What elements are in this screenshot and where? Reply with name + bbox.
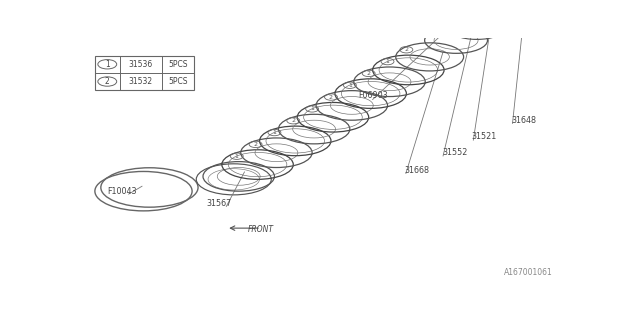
Text: 5PCS: 5PCS xyxy=(168,60,188,69)
Text: 1: 1 xyxy=(273,130,276,135)
Text: 5PCS: 5PCS xyxy=(168,77,188,86)
Bar xyxy=(95,56,194,90)
Text: 1: 1 xyxy=(235,154,239,159)
Text: F10043: F10043 xyxy=(108,187,137,196)
Text: 31567: 31567 xyxy=(207,199,232,208)
Text: 2: 2 xyxy=(105,77,109,86)
Text: 1: 1 xyxy=(348,83,352,88)
Text: 2: 2 xyxy=(253,142,257,147)
Text: 2: 2 xyxy=(367,71,371,76)
Text: 31532: 31532 xyxy=(129,77,153,86)
Text: A167001061: A167001061 xyxy=(504,268,553,277)
Text: 31521: 31521 xyxy=(472,132,497,141)
Text: 31668: 31668 xyxy=(405,166,430,175)
Text: 1: 1 xyxy=(385,59,390,64)
Text: F06903: F06903 xyxy=(358,91,387,100)
Text: 31648: 31648 xyxy=(511,116,536,125)
Text: 1: 1 xyxy=(105,60,109,69)
Text: 1: 1 xyxy=(310,106,314,111)
Text: 31536: 31536 xyxy=(129,60,153,69)
Text: 2: 2 xyxy=(404,47,408,52)
Text: 2: 2 xyxy=(291,118,295,123)
Text: 31552: 31552 xyxy=(442,148,467,157)
Text: FRONT: FRONT xyxy=(248,225,274,234)
Text: 2: 2 xyxy=(329,94,333,100)
